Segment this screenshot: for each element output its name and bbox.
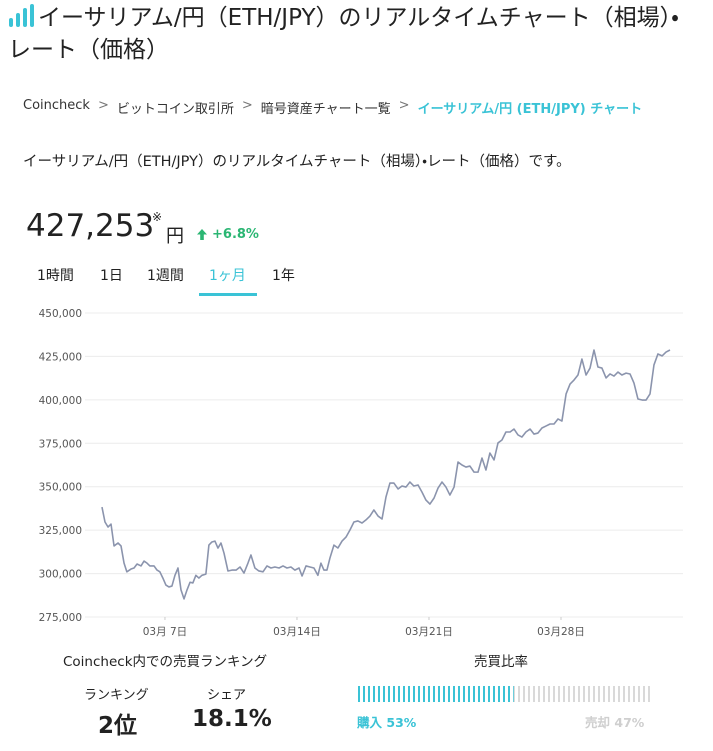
tab[interactable]: 1年 bbox=[272, 268, 295, 284]
x-tick-label: 03月28日 bbox=[537, 626, 585, 638]
rank-label: ランキング bbox=[84, 688, 149, 703]
tab[interactable]: 1ヶ月 bbox=[209, 268, 246, 284]
price: 427,253 bbox=[26, 208, 155, 244]
y-tick-label: 450,000 bbox=[39, 308, 82, 320]
sell-value: 47% bbox=[614, 715, 645, 730]
sell-label: 売却 47% bbox=[585, 712, 644, 731]
y-tick-label: 375,000 bbox=[39, 438, 82, 450]
ranking-title: Coincheck内での売買ランキング bbox=[63, 654, 268, 670]
sell-bar bbox=[513, 684, 652, 706]
price-unit: 円 bbox=[166, 226, 184, 247]
tab-underline bbox=[199, 293, 257, 296]
page-title: イーサリアム/円（ETH/JPY）のリアルタイムチャート（相場）・レート（価格） bbox=[8, 2, 698, 66]
y-tick-label: 425,000 bbox=[39, 351, 82, 363]
title-text: イーサリアム/円（ETH/JPY）のリアルタイムチャート（相場）・レート（価格） bbox=[8, 5, 679, 63]
breadcrumb-current: イーサリアム/円 (ETH/JPY) チャート bbox=[417, 102, 643, 117]
y-tick-label: 275,000 bbox=[39, 612, 82, 624]
buy-bar bbox=[358, 684, 514, 706]
tab[interactable]: 1日 bbox=[100, 268, 123, 284]
breadcrumb-link[interactable]: 暗号資産チャート一覧 bbox=[260, 102, 391, 117]
price-change: +6.8% bbox=[196, 227, 259, 242]
ratio-bar bbox=[358, 684, 652, 706]
x-tick-label: 03月21日 bbox=[405, 626, 453, 638]
up-arrow bbox=[197, 229, 207, 240]
y-tick-label: 350,000 bbox=[39, 482, 82, 494]
breadcrumb-separator: > bbox=[398, 98, 410, 113]
share-value: 18.1% bbox=[192, 706, 272, 732]
share-label: シェア bbox=[207, 688, 247, 703]
breadcrumb: Coincheck > ビットコイン取引所 > 暗号資産チャート一覧 > イーサ… bbox=[23, 98, 642, 117]
tab[interactable]: 1週間 bbox=[147, 268, 184, 284]
breadcrumb-separator: > bbox=[97, 98, 109, 113]
y-tick-label: 300,000 bbox=[39, 569, 82, 581]
ratio-title: 売買比率 bbox=[474, 654, 528, 670]
y-tick-label: 400,000 bbox=[39, 395, 82, 407]
description: イーサリアム/円（ETH/JPY）のリアルタイムチャート（相場）・レート（価格）… bbox=[23, 154, 571, 170]
buy-label: 購入 53% bbox=[357, 712, 416, 731]
y-tick-label: 325,000 bbox=[39, 525, 82, 537]
sell-text: 売却 bbox=[585, 715, 611, 730]
breadcrumb-link[interactable]: Coincheck bbox=[23, 98, 90, 113]
buy-value: 53% bbox=[386, 715, 417, 730]
buy-text: 購入 bbox=[357, 715, 383, 730]
breadcrumb-link[interactable]: ビットコイン取引所 bbox=[116, 102, 234, 117]
x-tick-label: 03月14日 bbox=[273, 626, 321, 638]
price-note-mark: ※ bbox=[152, 210, 163, 224]
breadcrumb-separator: > bbox=[241, 98, 253, 113]
price-chart: 275,000 300,000 325,000 350,000 375,000 400,0… bbox=[39, 308, 683, 638]
x-tick-label: 03月 7日 bbox=[143, 626, 187, 638]
rank-value: 2位 bbox=[98, 713, 138, 739]
change-text: +6.8% bbox=[212, 227, 259, 242]
tab[interactable]: 1時間 bbox=[37, 268, 74, 284]
price-line bbox=[101, 349, 671, 600]
logo-icon bbox=[9, 4, 34, 27]
